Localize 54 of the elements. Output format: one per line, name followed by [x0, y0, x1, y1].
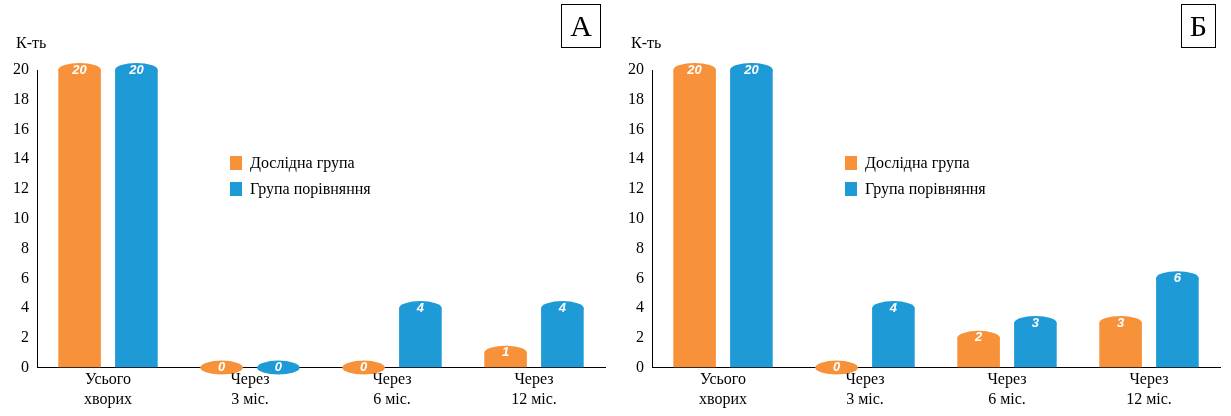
y-tick-label: 4	[21, 298, 29, 316]
x-tick-label: Через 12 міс.	[1126, 370, 1172, 407]
y-tick-label: 8	[21, 238, 29, 256]
x-tick-label: Усього хворих	[698, 370, 748, 408]
data-label: 20	[128, 61, 145, 77]
y-tick-label: 16	[628, 119, 644, 137]
x-tick-label: Через 3 міс.	[230, 370, 270, 407]
legend-label: Дослідна група	[250, 154, 355, 171]
data-label: 1	[501, 344, 510, 360]
y-tick-label: 4	[636, 298, 644, 316]
y-tick-label: 0	[636, 357, 644, 375]
data-label: 20	[743, 61, 760, 77]
y-axis-title: К-ть	[631, 34, 662, 52]
data-label: 20	[71, 61, 88, 77]
y-tick-label: 18	[628, 89, 644, 107]
y-tick-label: 14	[628, 149, 644, 167]
y-tick-label: 12	[13, 179, 29, 197]
y-tick-label: 6	[636, 268, 644, 286]
data-label: 0	[217, 359, 226, 375]
x-tick-label: Усього хворих	[83, 370, 133, 408]
legend-label: Група порівняння	[250, 180, 371, 197]
y-tick-label: 8	[636, 238, 644, 256]
data-label: 0	[274, 359, 283, 375]
x-tick-label: Через 3 міс.	[845, 370, 885, 407]
data-label: 6	[1173, 269, 1182, 285]
data-label: 3	[1031, 314, 1040, 330]
y-axis-title: К-ть	[16, 34, 47, 52]
y-tick-label: 10	[13, 209, 29, 226]
y-tick-label: 18	[13, 89, 29, 107]
data-label: 0	[359, 359, 368, 375]
x-tick-label: Через 6 міс.	[372, 370, 412, 407]
chart-title: Б	[1180, 4, 1216, 48]
y-tick-label: 2	[636, 328, 644, 346]
y-tick-label: 12	[628, 179, 644, 197]
legend-label: Група порівняння	[865, 180, 986, 197]
y-tick-label: 14	[13, 149, 29, 167]
y-tick-label: 2	[21, 328, 29, 346]
y-tick-label: 20	[13, 60, 29, 78]
data-label: 3	[1116, 314, 1125, 330]
y-tick-label: 20	[628, 60, 644, 78]
data-label: 2	[973, 329, 983, 345]
data-label: 4	[557, 299, 567, 315]
y-tick-label: 6	[21, 268, 29, 286]
data-label: 20	[686, 61, 703, 77]
legend-label: Дослідна група	[865, 154, 970, 171]
x-tick-label: Через 12 міс.	[511, 370, 557, 407]
chart-title: А	[561, 4, 601, 48]
y-tick-label: 10	[628, 209, 644, 226]
y-tick-label: 0	[21, 357, 29, 375]
y-tick-label: 16	[13, 119, 29, 137]
x-tick-label: Через 6 міс.	[987, 370, 1027, 407]
data-label: 0	[832, 359, 841, 375]
data-label: 4	[888, 299, 898, 315]
data-label: 4	[415, 299, 425, 315]
